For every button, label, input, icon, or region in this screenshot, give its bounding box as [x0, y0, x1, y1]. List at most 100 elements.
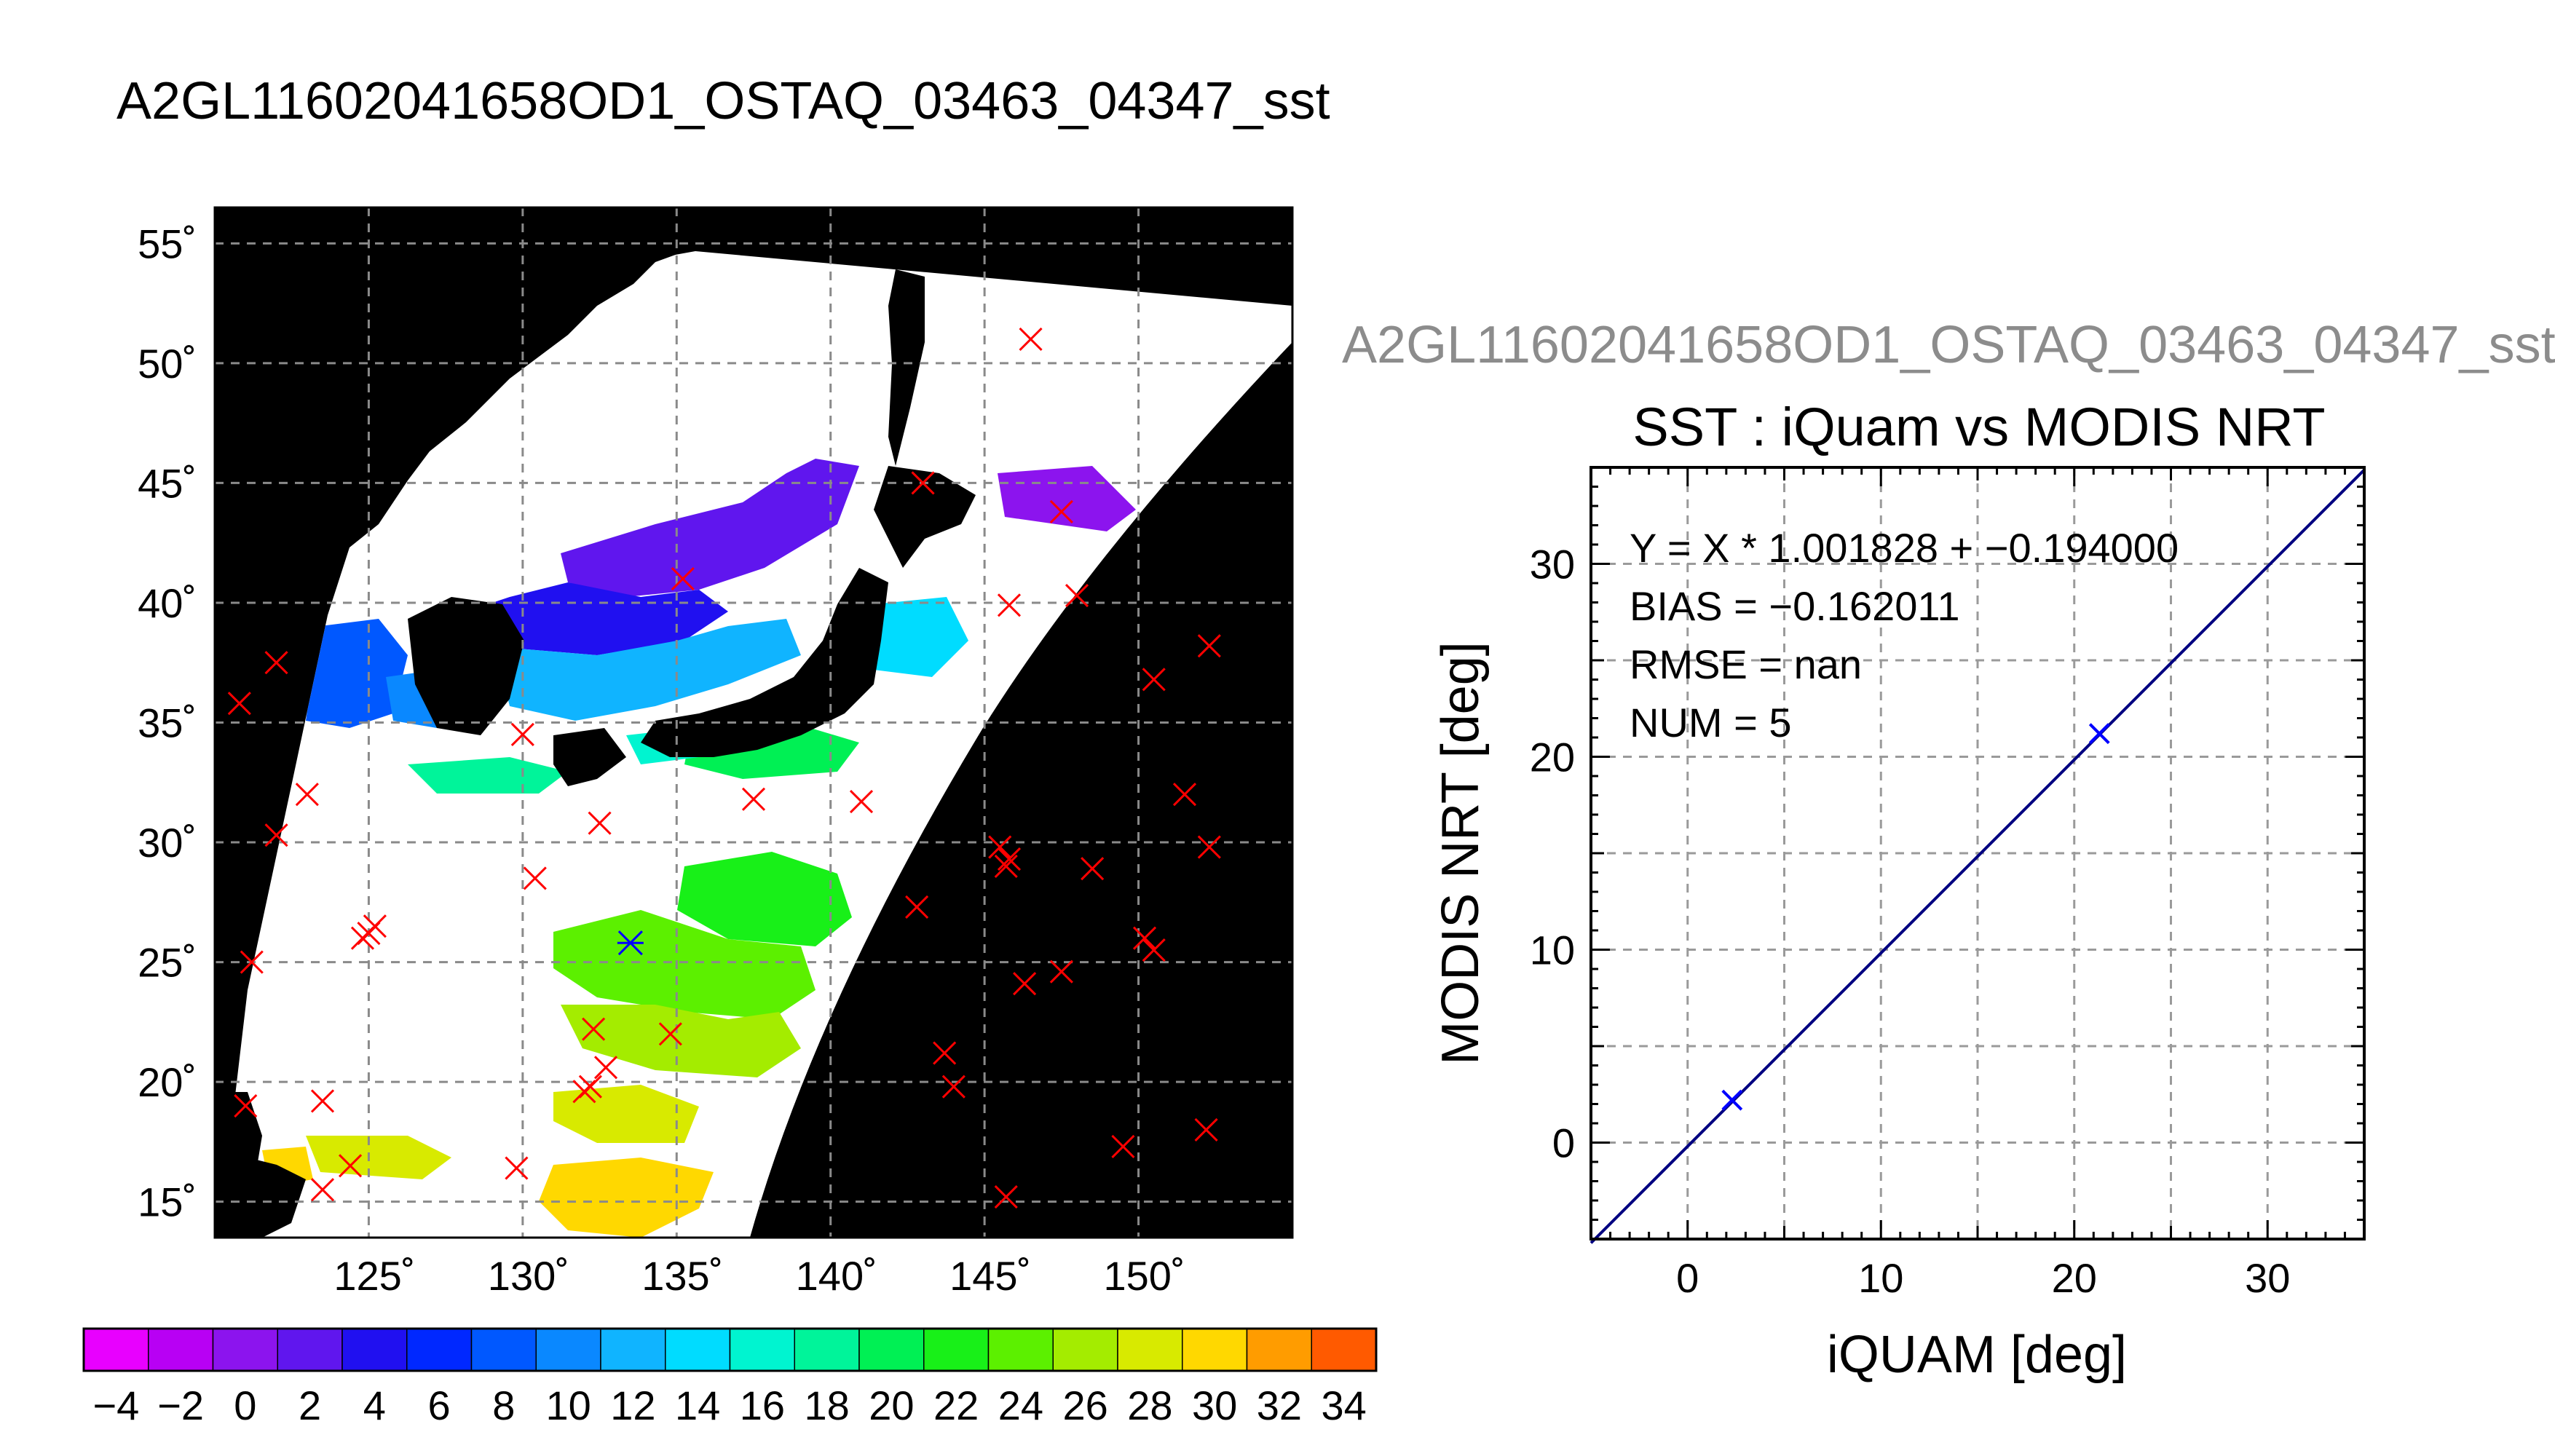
map-marker-red	[905, 895, 929, 919]
fit-line	[1590, 469, 2366, 1244]
map-y-tick-labels: 15˚ 20˚ 25˚ 30˚ 35˚ 40˚ 45˚ 50˚ 55˚	[138, 221, 197, 1224]
map-marker-red	[234, 1093, 258, 1118]
map-y-tick-label: 15˚	[138, 1179, 197, 1225]
stats-fit: Y = X * 1.001828 + −0.194000	[1630, 525, 2179, 571]
colorbar-tick-label: 30	[1192, 1382, 1237, 1428]
map-marker-red	[310, 1178, 335, 1202]
map-x-tick-label: 125˚	[333, 1253, 415, 1299]
colorbar-swatch	[1117, 1328, 1183, 1372]
map-marker-red	[997, 593, 1022, 617]
colorbar-swatch	[1182, 1328, 1248, 1372]
sst-field-subtropical-a	[553, 910, 816, 1019]
colorbar-swatch	[923, 1328, 990, 1372]
map-marker-red	[933, 1041, 957, 1065]
sst-field-sea-of-japan-south	[502, 619, 801, 721]
map-marker-red	[1019, 327, 1043, 352]
scatter-x-tick-label: 30	[2245, 1255, 2290, 1301]
colorbar-swatch	[470, 1328, 537, 1372]
map-marker-red	[671, 566, 695, 591]
map-marker-red	[264, 823, 288, 847]
sst-field-sea-of-japan-north	[561, 459, 859, 597]
map-marker-red	[338, 1154, 363, 1178]
map-x-tick-label: 130˚	[488, 1253, 569, 1299]
colorbar-tick-label: −2	[157, 1382, 204, 1428]
map-marker-red	[1049, 499, 1073, 523]
colorbar-swatch	[148, 1328, 214, 1372]
colorbar-tick-label: 0	[234, 1382, 256, 1428]
sst-scatter: A2GL11602041658OD1_OSTAQ_03463_04347_sst…	[1342, 316, 2555, 1384]
colorbar-tick-label: 12	[610, 1382, 655, 1428]
map-x-tick-label: 140˚	[796, 1253, 877, 1299]
map-y-tick-label: 50˚	[138, 341, 197, 387]
colorbar-swatch	[858, 1328, 925, 1372]
colorbar-swatch	[665, 1328, 731, 1372]
map-marker-red	[572, 1080, 596, 1104]
colorbar-swatch	[1246, 1328, 1312, 1372]
map-marker-red	[849, 790, 874, 814]
colorbar-tick-label: 14	[675, 1382, 720, 1428]
map-marker-red	[310, 1089, 335, 1113]
scatter-y-tick-label: 10	[1530, 927, 1575, 973]
colorbar-tick-label: 32	[1257, 1382, 1302, 1428]
out-of-swath	[750, 342, 1292, 1238]
colorbar-tick-label: 24	[998, 1382, 1043, 1428]
map-marker-red	[994, 854, 1018, 879]
sst-field-kuroshio-a	[408, 757, 568, 794]
sst-field-south-china-sea	[539, 1158, 714, 1238]
stats-rmse: RMSE = nan	[1630, 641, 1862, 687]
colorbar-tick-label: 10	[545, 1382, 591, 1428]
sst-field-east-of-japan	[874, 597, 968, 677]
land-luzon	[218, 1150, 306, 1238]
land-korea	[408, 597, 524, 735]
scatter-grid	[1591, 467, 2364, 1239]
map-marker-red	[357, 922, 381, 946]
colorbar-swatch	[212, 1328, 278, 1372]
map-x-tick-label: 135˚	[641, 1253, 723, 1299]
sst-field-philippine-b	[306, 1136, 451, 1179]
map-marker-red	[1197, 835, 1221, 859]
colorbar-swatch	[794, 1328, 860, 1372]
colorbar-tick-labels: −4 −2 0 2 4 6 8 10 12 14 16 18 20 22 24 26 28 30 32 34	[92, 1382, 1366, 1428]
sst-field-philippine-a	[553, 1085, 699, 1143]
scatter-x-axis-title: iQUAM [deg]	[1827, 1326, 2127, 1384]
colorbar-swatch	[1311, 1328, 1377, 1372]
map-y-tick-label: 40˚	[138, 580, 197, 626]
map-marker-red	[1172, 783, 1197, 807]
colorbar-tick-label: 2	[299, 1382, 321, 1428]
map-y-tick-label: 55˚	[138, 221, 197, 266]
map-marker-red	[941, 1075, 965, 1099]
map-marker-red	[997, 847, 1022, 871]
land-asia-mainland	[215, 207, 695, 1019]
colorbar-swatch	[83, 1328, 149, 1372]
scatter-y-axis-title: MODIS NRT [deg]	[1431, 641, 1490, 1065]
sst-field-south-japan	[677, 852, 852, 946]
map-marker-red	[1197, 634, 1221, 658]
stats-num: NUM = 5	[1630, 700, 1792, 745]
map-marker-red	[593, 1056, 618, 1080]
colorbar-tick-label: 26	[1062, 1382, 1107, 1428]
scatter-points	[1721, 723, 2110, 1111]
scatter-file-title: A2GL11602041658OD1_OSTAQ_03463_04347_sst	[1342, 316, 2555, 374]
scatter-point	[2088, 723, 2110, 745]
map-marker-red	[1049, 960, 1073, 984]
scatter-title: SST : iQuam vs MODIS NRT	[1632, 397, 2325, 457]
map-marker-red	[505, 1156, 529, 1180]
map-y-tick-label: 45˚	[138, 460, 197, 506]
colorbar-swatches	[83, 1328, 1377, 1372]
map-x-tick-labels: 125˚ 130˚ 135˚ 140˚ 145˚ 150˚	[333, 1253, 1185, 1299]
map-x-tick-label: 150˚	[1104, 1253, 1185, 1299]
map-marker-red	[1111, 1134, 1135, 1159]
scatter-x-tick-label: 10	[1858, 1255, 1903, 1301]
scatter-y-tick-label: 0	[1552, 1120, 1575, 1166]
map-marker-red	[1194, 1117, 1218, 1142]
map-marker-red	[1081, 857, 1105, 881]
colorbar-tick-label: 16	[740, 1382, 785, 1428]
land-honshu	[641, 568, 888, 757]
colorbar-frame	[82, 1327, 1378, 1372]
colorbar-tick-label: 28	[1127, 1382, 1172, 1428]
map-marker-red	[1142, 668, 1166, 692]
sst-map: 15˚ 20˚ 25˚ 30˚ 35˚ 40˚ 45˚ 50˚ 55˚ 125˚ 130˚ 135˚…	[138, 206, 1294, 1299]
colorbar-swatch	[600, 1328, 666, 1372]
map-frame	[213, 206, 1294, 1239]
map-marker-red	[911, 471, 935, 495]
